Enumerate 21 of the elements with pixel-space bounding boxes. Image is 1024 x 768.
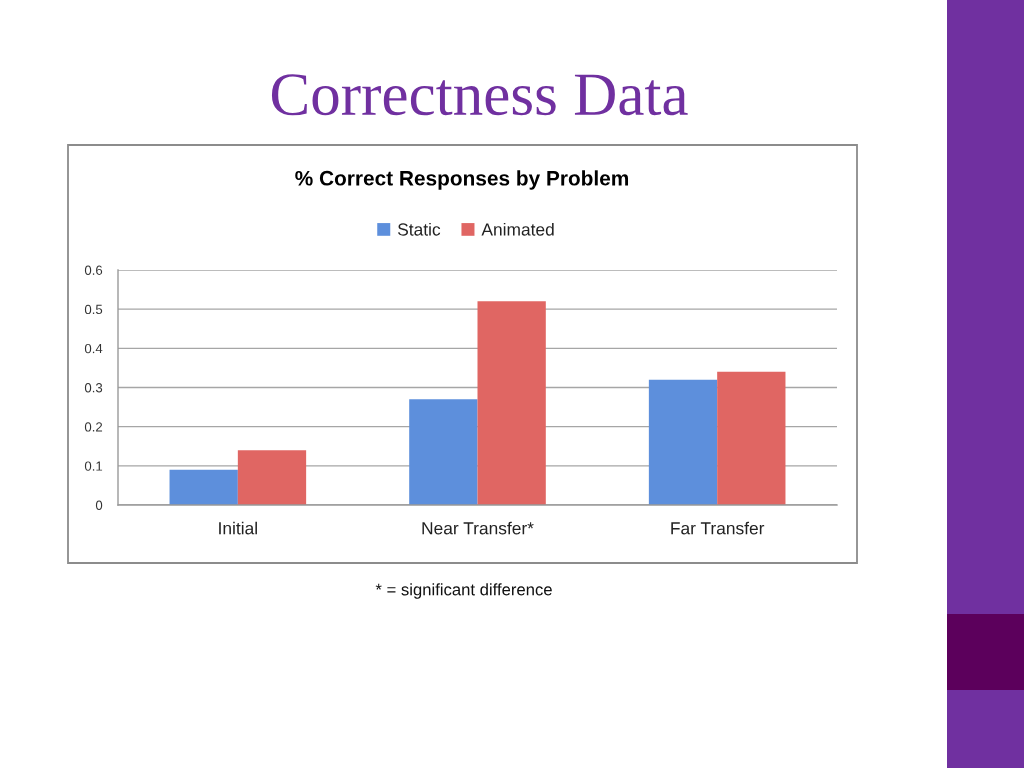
y-tick-label: 0.5	[84, 304, 103, 315]
chart-subtitle: % Correct Responses by Problem	[295, 170, 629, 190]
y-tick-label: 0.4	[84, 343, 103, 354]
bar	[477, 301, 546, 505]
x-tick-label: Initial	[219, 521, 257, 535]
y-tick-label: 0.3	[84, 383, 103, 393]
x-tick-label: Far Transfer	[671, 521, 765, 535]
y-tick-label: 0.1	[84, 461, 103, 471]
legend-label: Animated	[481, 222, 554, 236]
chart-title: Correctness Data	[271, 74, 688, 116]
bar	[169, 469, 238, 505]
x-tick-label: Near Transfer*	[422, 521, 534, 535]
bar	[237, 450, 307, 505]
y-tick-label: 0.2	[84, 422, 103, 432]
text: * = significant difference	[375, 583, 552, 599]
y-tick-label: 0.6	[84, 265, 103, 275]
bar	[409, 399, 478, 505]
y-tick-label: 0	[95, 500, 103, 510]
bar	[717, 371, 786, 505]
bar	[648, 379, 718, 505]
legend-label: Static	[397, 222, 441, 236]
